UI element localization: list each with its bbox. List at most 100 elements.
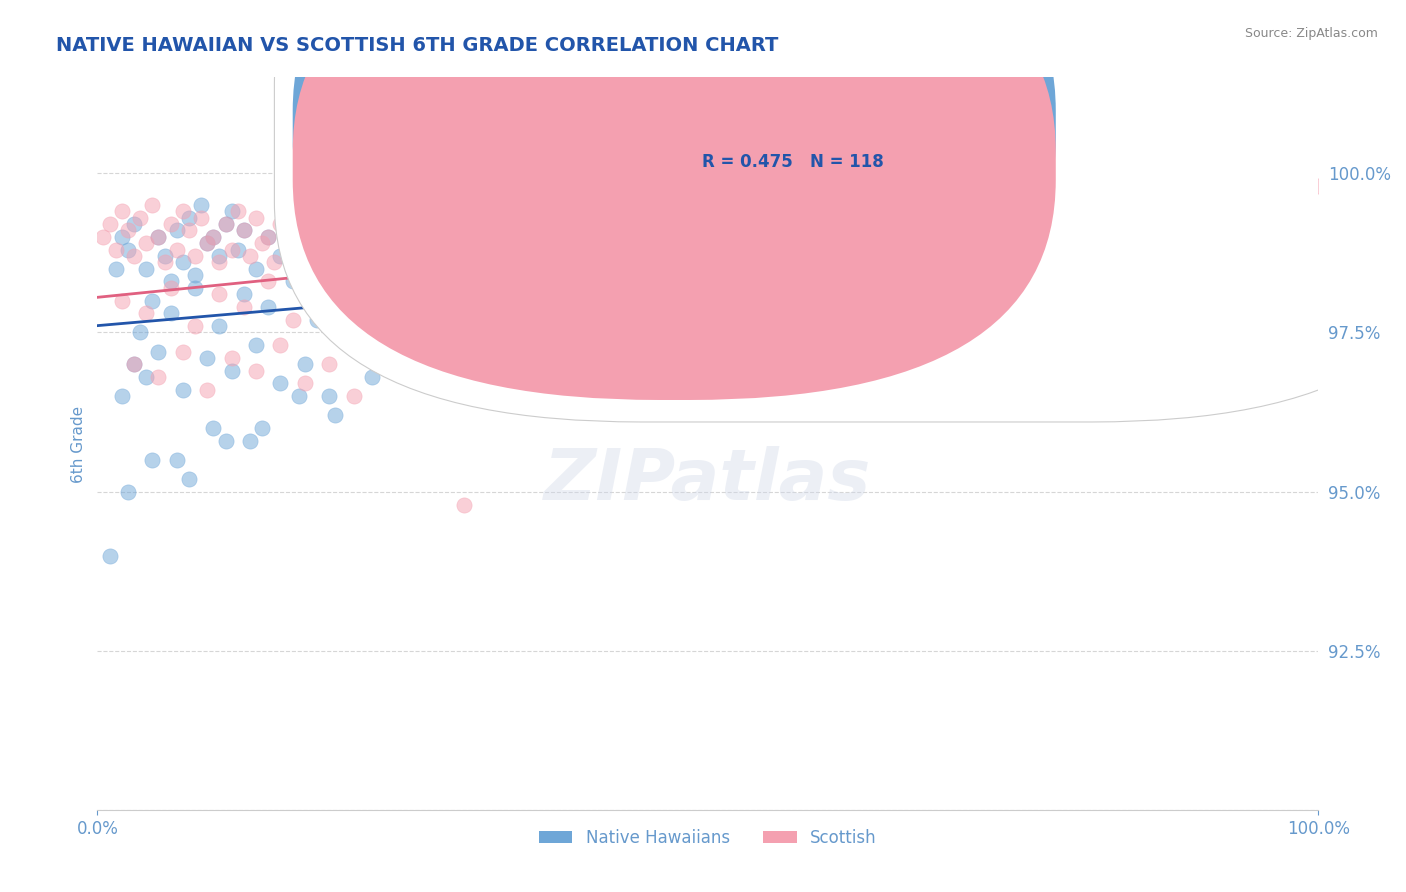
Point bbox=[1295, 166, 1317, 180]
Point bbox=[257, 229, 280, 244]
Point bbox=[477, 389, 499, 403]
Point bbox=[550, 332, 572, 346]
Point bbox=[343, 229, 366, 244]
Point bbox=[148, 229, 170, 244]
Point bbox=[354, 243, 377, 257]
Point bbox=[153, 255, 176, 269]
Point bbox=[1087, 255, 1109, 269]
Point bbox=[544, 306, 567, 320]
Point bbox=[148, 370, 170, 384]
Point bbox=[1123, 211, 1146, 225]
Point bbox=[440, 229, 463, 244]
Point bbox=[135, 261, 157, 276]
Point bbox=[1123, 198, 1146, 212]
Point bbox=[599, 306, 621, 320]
Point bbox=[269, 217, 291, 231]
Point bbox=[453, 249, 475, 263]
Point bbox=[177, 211, 200, 225]
Point bbox=[159, 217, 181, 231]
Point bbox=[307, 312, 329, 326]
Point bbox=[659, 300, 682, 314]
Point bbox=[245, 338, 267, 352]
Legend: Native Hawaiians, Scottish: Native Hawaiians, Scottish bbox=[533, 822, 883, 854]
Point bbox=[330, 243, 353, 257]
Point bbox=[195, 383, 218, 397]
Point bbox=[1063, 192, 1085, 206]
Point bbox=[245, 261, 267, 276]
FancyBboxPatch shape bbox=[292, 0, 1056, 400]
Point bbox=[599, 229, 621, 244]
Point bbox=[696, 229, 718, 244]
Point bbox=[250, 421, 273, 435]
Point bbox=[135, 306, 157, 320]
Text: NATIVE HAWAIIAN VS SCOTTISH 6TH GRADE CORRELATION CHART: NATIVE HAWAIIAN VS SCOTTISH 6TH GRADE CO… bbox=[56, 36, 779, 54]
Point bbox=[281, 211, 304, 225]
Point bbox=[904, 274, 927, 288]
Point bbox=[416, 306, 439, 320]
Point bbox=[307, 223, 329, 237]
Point bbox=[837, 249, 859, 263]
Point bbox=[250, 236, 273, 251]
Point bbox=[1271, 185, 1294, 199]
Point bbox=[575, 229, 598, 244]
Point bbox=[636, 229, 658, 244]
Point bbox=[586, 211, 609, 225]
Point bbox=[111, 389, 134, 403]
Point bbox=[1185, 185, 1208, 199]
Point bbox=[208, 319, 231, 334]
Point bbox=[391, 211, 413, 225]
Point bbox=[672, 268, 695, 282]
Point bbox=[245, 211, 267, 225]
Point bbox=[117, 223, 139, 237]
Point bbox=[1246, 192, 1268, 206]
Point bbox=[367, 326, 389, 340]
Point bbox=[122, 357, 145, 371]
Point bbox=[1185, 198, 1208, 212]
Point bbox=[299, 211, 322, 225]
Point bbox=[325, 409, 347, 423]
Point bbox=[354, 249, 377, 263]
Point bbox=[177, 223, 200, 237]
Point bbox=[318, 255, 340, 269]
Point bbox=[398, 357, 420, 371]
Point bbox=[513, 243, 536, 257]
Point bbox=[148, 229, 170, 244]
Point bbox=[307, 293, 329, 308]
Point bbox=[880, 217, 903, 231]
Point bbox=[190, 211, 212, 225]
Point bbox=[367, 223, 389, 237]
Point bbox=[330, 326, 353, 340]
Point bbox=[202, 229, 225, 244]
Point bbox=[501, 229, 523, 244]
Text: Source: ZipAtlas.com: Source: ZipAtlas.com bbox=[1244, 27, 1378, 40]
Point bbox=[1002, 198, 1025, 212]
Point bbox=[685, 211, 707, 225]
Point bbox=[1149, 249, 1171, 263]
Point bbox=[294, 376, 316, 391]
Point bbox=[245, 364, 267, 378]
Point bbox=[195, 236, 218, 251]
Point bbox=[550, 249, 572, 263]
Point bbox=[318, 389, 340, 403]
Point bbox=[526, 344, 548, 359]
Point bbox=[654, 281, 676, 295]
Point bbox=[135, 236, 157, 251]
Point bbox=[166, 453, 188, 467]
Point bbox=[232, 223, 254, 237]
Point bbox=[617, 287, 640, 301]
Point bbox=[111, 293, 134, 308]
Point bbox=[636, 217, 658, 231]
Point bbox=[172, 383, 194, 397]
Text: R = 0.475   N = 118: R = 0.475 N = 118 bbox=[702, 153, 883, 170]
Point bbox=[1002, 204, 1025, 219]
Point bbox=[98, 217, 121, 231]
Point bbox=[122, 217, 145, 231]
Point bbox=[464, 223, 486, 237]
Point bbox=[623, 217, 645, 231]
Point bbox=[232, 287, 254, 301]
Point bbox=[281, 312, 304, 326]
Point bbox=[1026, 261, 1049, 276]
Point bbox=[269, 249, 291, 263]
Point bbox=[239, 249, 262, 263]
Point bbox=[257, 229, 280, 244]
